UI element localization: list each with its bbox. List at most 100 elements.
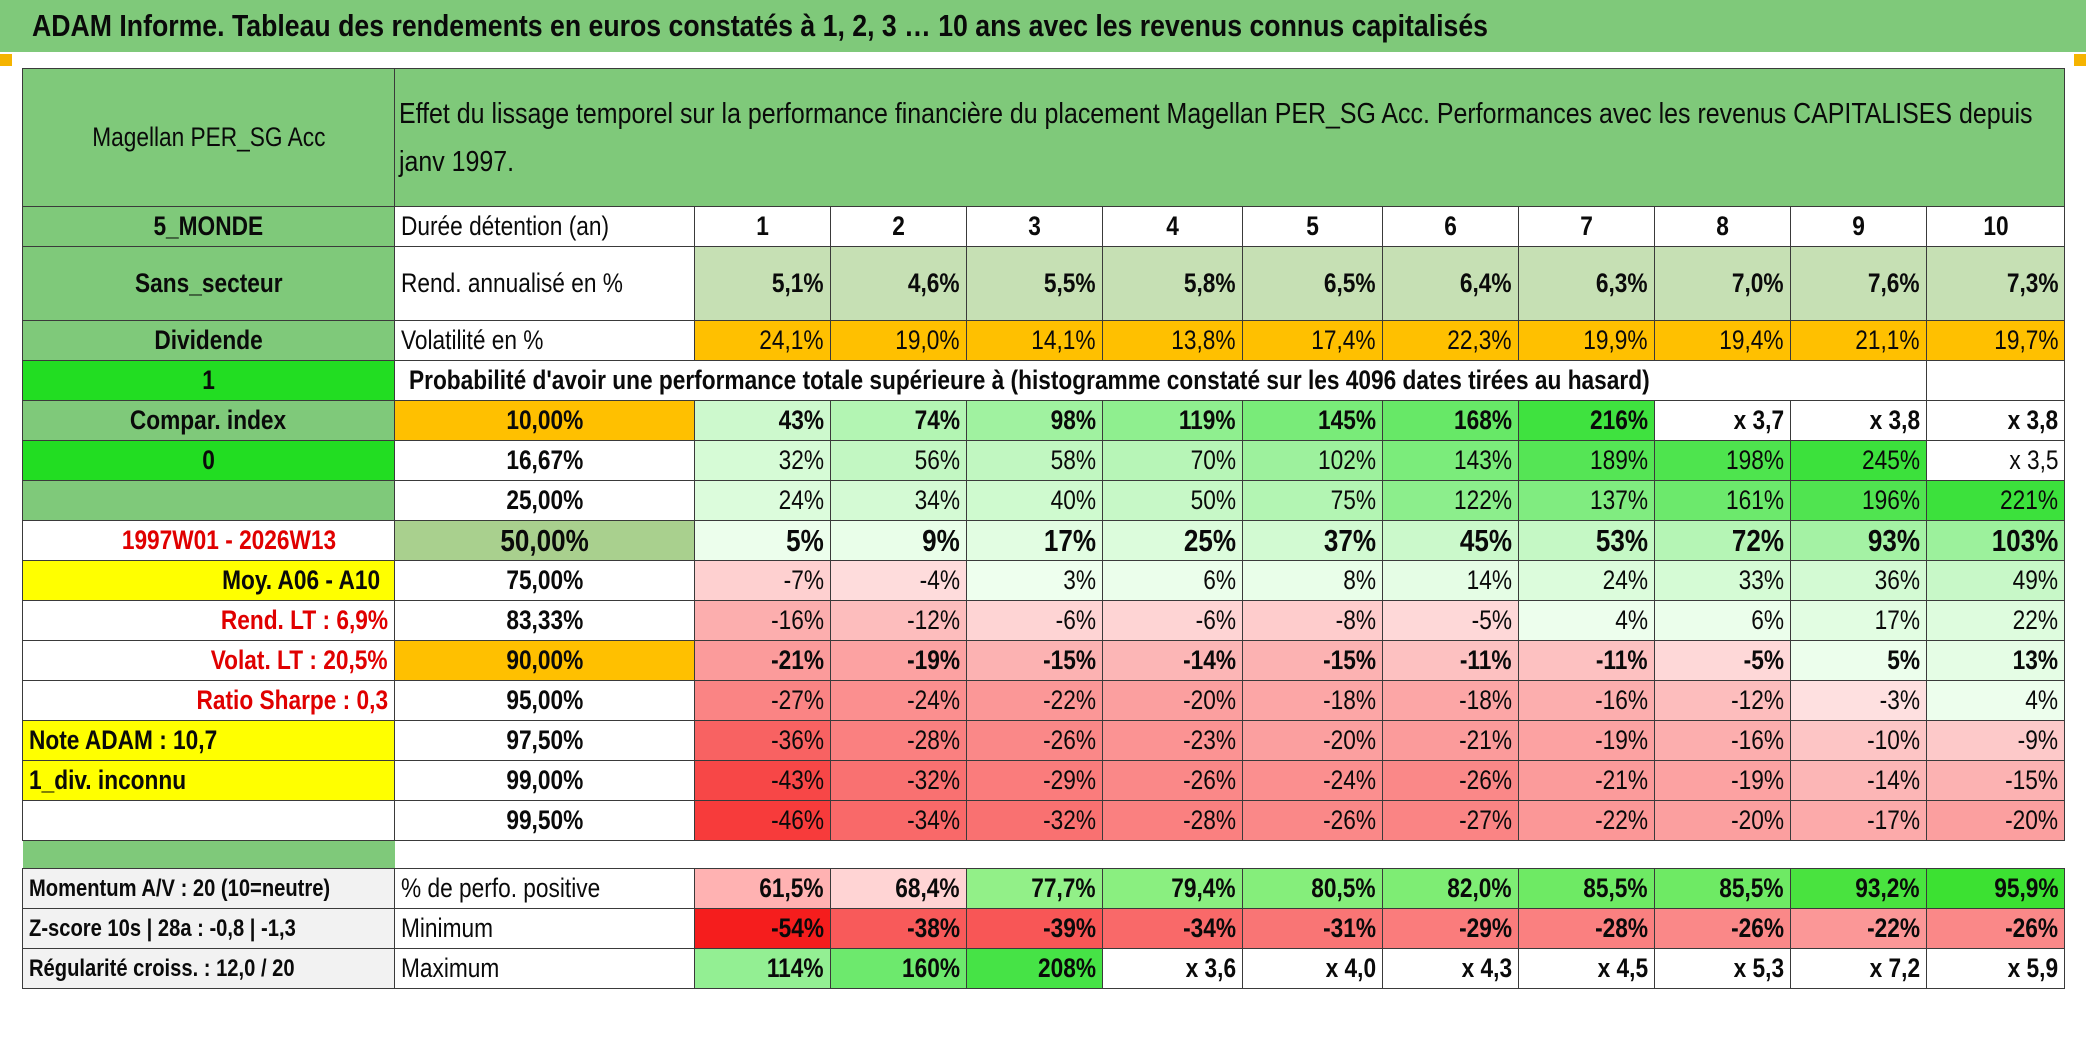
selection-handle-icon[interactable]: [2074, 54, 2086, 66]
proba-value-text: 143%: [1453, 445, 1512, 475]
proba-value: 58%: [966, 440, 1103, 481]
stats-value: 79,4%: [1102, 868, 1243, 909]
proba-value: 33%: [1654, 560, 1791, 601]
threshold-cell-text: 50,00%: [500, 522, 589, 558]
volat-value-text: 17,4%: [1311, 325, 1376, 355]
proba-value: -6%: [1102, 600, 1243, 641]
stats-value-text: x 4,0: [1325, 953, 1376, 983]
volat-value-text: 24,1%: [759, 325, 824, 355]
proba-value-text: -20%: [2005, 805, 2059, 835]
proba-value-text: 56%: [914, 445, 960, 475]
proba-value-text: -15%: [1043, 645, 1096, 675]
note-adam-cell: Note ADAM : 10,7: [22, 720, 395, 761]
year-header-3-text: 3: [1028, 211, 1041, 241]
proba-value: -8%: [1242, 600, 1383, 641]
side-empty-cell: [22, 800, 395, 841]
year-header-4: 4: [1102, 206, 1243, 247]
stats-value: 208%: [966, 948, 1103, 989]
side-empty-cell: [22, 480, 395, 521]
proba-value-text: 75%: [1330, 485, 1376, 515]
proba-value-text: -5%: [1743, 645, 1784, 675]
div-inconnu-cell: 1_div. inconnu: [22, 760, 395, 801]
rend-value: 5,8%: [1102, 246, 1243, 321]
stats-value: -26%: [1654, 908, 1791, 949]
proba-row: Ratio Sharpe : 0,3 95,00% -27% -24% -22% -20%…: [22, 680, 2066, 721]
threshold-cell: 90,00%: [394, 640, 695, 681]
stats-value-text: 85,5%: [1719, 873, 1784, 903]
stats-value: 95,9%: [1925, 868, 2066, 909]
stats-value: x 4,5: [1518, 948, 1655, 989]
stats-value-text: -38%: [907, 913, 960, 943]
proba-value-text: 3%: [1063, 565, 1096, 595]
stats-label-cell-text: Maximum: [401, 953, 500, 983]
proba-value-text: 137%: [1589, 485, 1648, 515]
duree-label-cell: Durée détention (an): [394, 206, 695, 247]
rend-value: 7,6%: [1790, 246, 1927, 321]
volat-value: 21,1%: [1790, 320, 1927, 361]
stats-value-text: 114%: [767, 953, 824, 983]
stats-value: 68,4%: [830, 868, 967, 909]
one-cell[interactable]: 1: [22, 360, 395, 401]
stats-value-text: -39%: [1043, 913, 1096, 943]
rend-value: 6,4%: [1382, 246, 1519, 321]
threshold-cell: 16,67%: [394, 440, 695, 481]
proba-value: 75%: [1242, 480, 1383, 521]
spacer-cell: [22, 840, 395, 869]
proba-value-text: -11%: [1596, 645, 1648, 675]
proba-value-text: 221%: [2000, 485, 2059, 515]
proba-value: 221%: [1925, 480, 2066, 521]
volat-label: Volatilité en %: [401, 325, 544, 355]
volat-value: 19,0%: [830, 320, 967, 361]
proba-value: -11%: [1518, 640, 1655, 681]
proba-value-text: 40%: [1050, 485, 1096, 515]
zero-cell[interactable]: 0: [22, 440, 395, 481]
proba-value-text: 161%: [1725, 485, 1784, 515]
stats-value-text: -31%: [1323, 913, 1376, 943]
proba-value: 3%: [966, 560, 1103, 601]
proba-row: 0 16,67% 32% 56% 58% 70% 102% 143% 189% 198% 245% x…: [22, 440, 2066, 481]
proba-value: 102%: [1242, 440, 1383, 481]
proba-value-text: 102%: [1317, 445, 1376, 475]
proba-value-text: -32%: [1043, 805, 1096, 835]
stats-value: 77,7%: [966, 868, 1103, 909]
spacer-row: [22, 840, 2065, 869]
threshold-cell-text: 75,00%: [506, 565, 583, 595]
proba-value-text: 36%: [1874, 565, 1920, 595]
proba-value-text: -36%: [771, 725, 824, 755]
proba-value: -20%: [1102, 680, 1243, 721]
threshold-cell: 75,00%: [394, 560, 695, 601]
selection-handle-icon[interactable]: [0, 54, 12, 66]
proba-value: 161%: [1654, 480, 1791, 521]
threshold-cell-text: 25,00%: [506, 485, 583, 515]
threshold-cell: 99,50%: [394, 800, 695, 841]
rend-label: Rend. annualisé en %: [401, 268, 623, 298]
sharpe-cell-text: Ratio Sharpe : 0,3: [196, 685, 388, 715]
proba-value-text: -20%: [1323, 725, 1376, 755]
rend-value-text: 6,4%: [1460, 268, 1512, 298]
proba-value: -24%: [830, 680, 967, 721]
proba-value: -26%: [1382, 760, 1519, 801]
proba-value: -19%: [1654, 760, 1791, 801]
proba-value-text: -34%: [907, 805, 960, 835]
rend-value: 7,0%: [1654, 246, 1791, 321]
stats-value-text: 79,4%: [1171, 873, 1236, 903]
proba-value: 74%: [830, 400, 967, 441]
proba-value: 98%: [966, 400, 1103, 441]
proba-value-text: 119%: [1179, 405, 1236, 435]
dividende-cell: Dividende: [22, 320, 395, 361]
proba-row: Note ADAM : 10,7 97,50% -36% -28% -26% -23% -2…: [22, 720, 2066, 761]
stats-label-cell: % de perfo. positive: [394, 868, 695, 909]
stats-value-text: x 4,5: [1597, 953, 1648, 983]
proba-label: Probabilité d'avoir une performance tota…: [409, 365, 1650, 395]
stats-value-text: 68,4%: [895, 873, 960, 903]
volat-value-text: 19,7%: [1993, 325, 2059, 355]
proba-value: -29%: [966, 760, 1103, 801]
proba-value: -36%: [694, 720, 831, 761]
threshold-cell: 97,50%: [394, 720, 695, 761]
year-header-8: 8: [1654, 206, 1791, 247]
div-inconnu-cell-text: 1_div. inconnu: [29, 765, 187, 795]
stats-value-text: 85,5%: [1583, 873, 1648, 903]
proba-value: 189%: [1518, 440, 1655, 481]
proba-value-text: -26%: [1323, 805, 1376, 835]
proba-value: -21%: [694, 640, 831, 681]
